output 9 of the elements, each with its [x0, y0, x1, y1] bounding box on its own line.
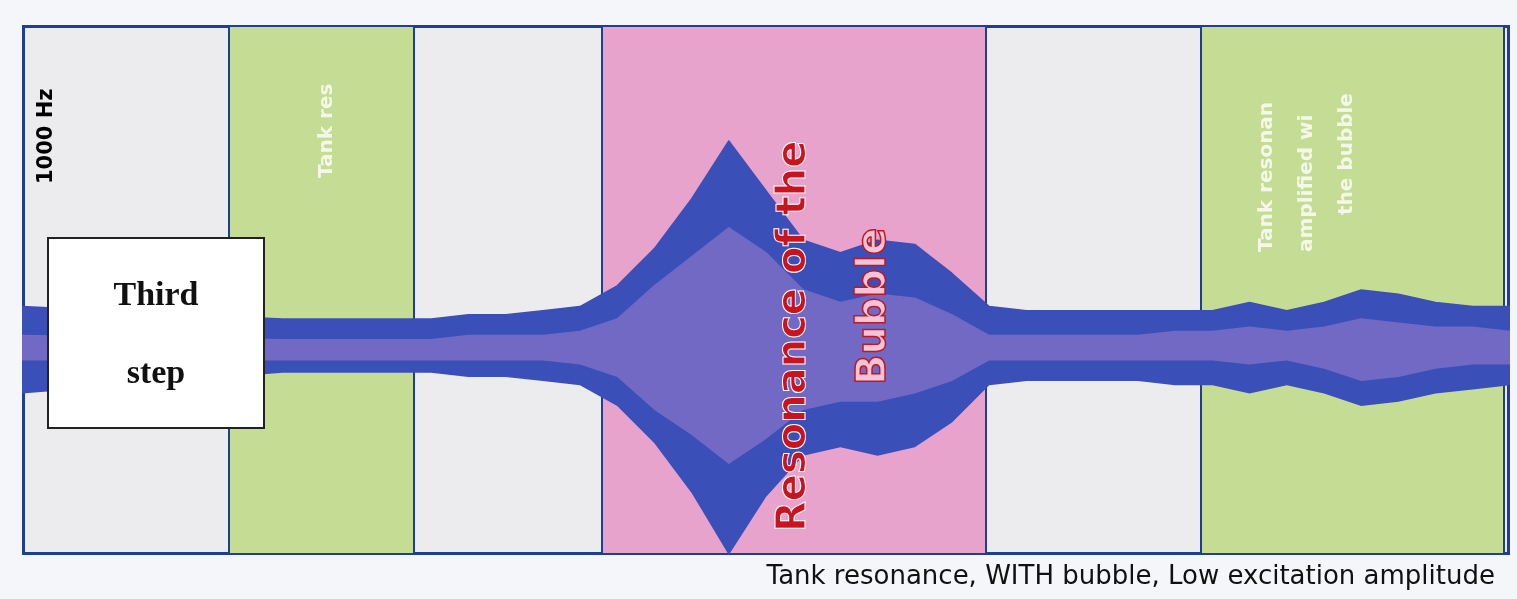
annotation: Bubble	[848, 227, 894, 385]
annotation: the bubble	[1333, 93, 1357, 215]
annotation: 1000 Hz	[33, 88, 57, 184]
annotation: Resonance of the	[768, 140, 814, 532]
text: Tank resonance, WITH bubble, Low excitation amplitude	[766, 560, 1495, 590]
annotation: amplified wi	[1293, 114, 1317, 252]
label-box: Third step	[47, 237, 265, 429]
annotation: Tank res	[313, 83, 337, 178]
annotation: Tank resonan	[1253, 101, 1277, 252]
